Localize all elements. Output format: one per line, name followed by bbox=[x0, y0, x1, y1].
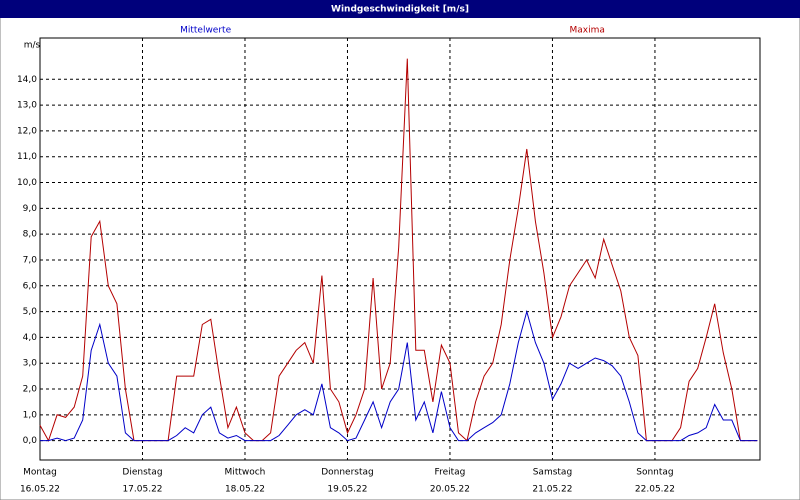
legend-entry: Mittelwerte bbox=[180, 26, 231, 36]
y-tick-label: 0,0 bbox=[23, 436, 38, 446]
y-tick-label: 2,0 bbox=[23, 385, 38, 395]
title-bar bbox=[0, 0, 800, 18]
series-line bbox=[40, 309, 758, 442]
x-tick-date: 17.05.22 bbox=[122, 485, 162, 495]
x-tick-date: 20.05.22 bbox=[430, 485, 470, 495]
y-axis-label: m/s bbox=[24, 41, 41, 51]
x-tick-date: 22.05.22 bbox=[635, 485, 675, 495]
y-tick-label: 7,0 bbox=[23, 255, 38, 265]
y-tick-label: 5,0 bbox=[23, 307, 38, 317]
y-tick-label: 14,0 bbox=[17, 75, 37, 85]
x-tick-label: Mittwoch bbox=[225, 468, 266, 478]
y-tick-label: 8,0 bbox=[23, 230, 38, 240]
y-tick-label: 13,0 bbox=[17, 101, 37, 111]
y-tick-label: 10,0 bbox=[17, 178, 37, 188]
y-tick-label: 1,0 bbox=[23, 410, 38, 420]
chart-title: Windgeschwindigkeit [m/s] bbox=[331, 5, 469, 15]
y-tick-label: 6,0 bbox=[23, 281, 38, 291]
x-tick-label: Donnerstag bbox=[321, 468, 374, 478]
y-tick-label: 11,0 bbox=[17, 152, 37, 162]
x-tick-date: 21.05.22 bbox=[532, 485, 572, 495]
x-tick-date: 19.05.22 bbox=[327, 485, 367, 495]
x-tick-label: Dienstag bbox=[122, 468, 162, 478]
y-tick-label: 4,0 bbox=[23, 333, 38, 343]
x-tick-label: Montag bbox=[23, 468, 57, 478]
x-tick-date: 16.05.22 bbox=[20, 485, 60, 495]
y-tick-label: 12,0 bbox=[17, 126, 37, 136]
y-tick-label: 9,0 bbox=[23, 204, 38, 214]
y-tick-label: 3,0 bbox=[23, 359, 38, 369]
x-tick-label: Freitag bbox=[435, 468, 466, 478]
x-tick-label: Samstag bbox=[533, 468, 572, 478]
legend-entry: Maxima bbox=[570, 26, 605, 36]
x-tick-date: 18.05.22 bbox=[225, 485, 265, 495]
x-tick-label: Sonntag bbox=[636, 468, 673, 478]
